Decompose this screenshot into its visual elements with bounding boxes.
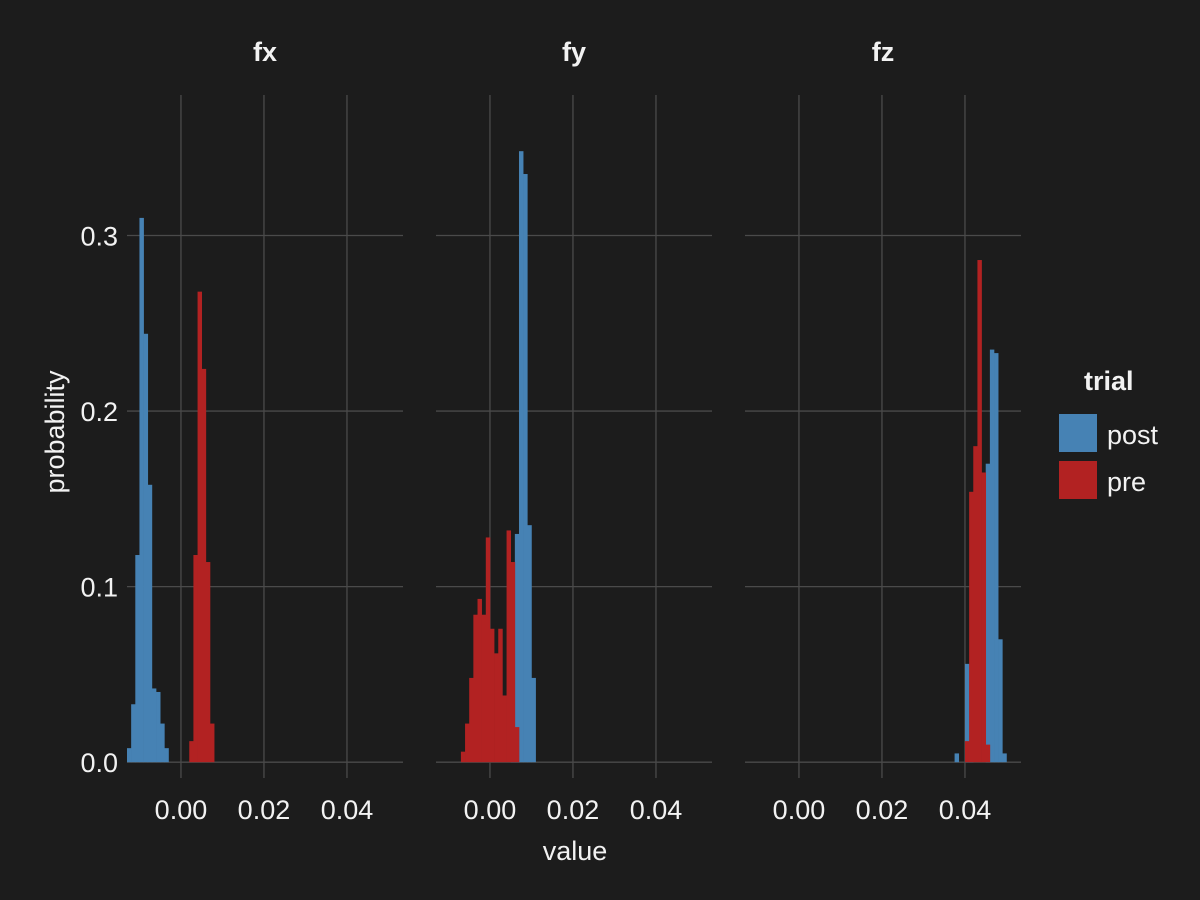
bar-fy-pre (481, 614, 487, 763)
bar-fx-post (151, 688, 157, 763)
bar-fz-post (964, 663, 970, 763)
bar-fx-post (160, 723, 165, 763)
bar-fx-post (135, 555, 140, 763)
bar-fy-pre (460, 751, 466, 763)
bar-fy-pre (473, 614, 478, 763)
bar-fz-pre (985, 744, 991, 763)
facet-fy: fy 0.00 0.02 0.04 (436, 37, 712, 825)
x-tick-label: 0.00 (773, 795, 826, 825)
bar-fx-post (156, 691, 161, 763)
bar-fy-pre (465, 723, 470, 763)
y-tick-label: 0.1 (80, 573, 118, 603)
facet-title-fz: fz (872, 37, 895, 67)
x-tick-label: 0.02 (238, 795, 291, 825)
x-tick-label: 0.00 (155, 795, 208, 825)
bar-fy-post (519, 151, 524, 763)
facet-fz: fz 0.00 0.02 0.04 (745, 37, 1021, 825)
y-tick-label: 0.2 (80, 397, 118, 427)
bar-fy-post (514, 533, 520, 763)
bar-fy-post (523, 174, 528, 763)
bar-fx-post (143, 333, 149, 763)
x-tick-label: 0.04 (939, 795, 992, 825)
bar-fy-post (531, 677, 536, 763)
bar-fx-post (147, 484, 153, 763)
bar-fz-pre (964, 741, 970, 763)
bar-fy-pre (514, 727, 520, 763)
x-tick-label: 0.00 (464, 795, 517, 825)
x-tick-label: 0.02 (856, 795, 909, 825)
bar-fy-pre (489, 628, 495, 763)
bar-fy-pre (477, 598, 482, 763)
y-axis-title: probability (40, 370, 70, 494)
bar-fz-pre (981, 472, 987, 763)
facet-title-fx: fx (253, 37, 277, 67)
bar-fz-pre (977, 260, 982, 763)
y-axis: 0.0 0.1 0.2 0.3 (80, 221, 118, 778)
legend-label-post: post (1107, 420, 1159, 450)
legend-label-pre: pre (1107, 467, 1146, 497)
bar-fx-pre (205, 562, 211, 763)
x-axis-title: value (543, 836, 608, 866)
bar-fx-post (164, 748, 169, 763)
bar-fy-pre (510, 562, 516, 763)
y-tick-label: 0.3 (80, 221, 118, 251)
bar-fy-pre (469, 677, 474, 763)
facet-panels: fx 0.00 0.02 0.04 fy 0.00 0.02 0.04 fz 0.00 0.02 0.… (127, 37, 1021, 825)
legend-key-post (1059, 414, 1097, 452)
bar-fx-post (139, 217, 144, 763)
x-tick-label: 0.04 (630, 795, 683, 825)
y-tick-label: 0.0 (80, 748, 118, 778)
bar-fz-post (994, 353, 999, 763)
bar-fx-pre (201, 368, 207, 763)
bar-fx-pre (193, 555, 198, 763)
bar-fz-post (998, 639, 1003, 763)
bar-fx-pre (189, 741, 194, 763)
x-tick-label: 0.04 (321, 795, 374, 825)
x-tick-label: 0.02 (547, 795, 600, 825)
facet-title-fy: fy (562, 37, 586, 67)
bar-fx-post (127, 748, 132, 763)
bar-fx-post (131, 704, 136, 763)
bar-fy-pre (494, 653, 499, 763)
bar-fz-pre (969, 491, 974, 763)
bar-fz-post (985, 463, 991, 763)
bar-fx-pre (197, 291, 203, 763)
bar-fx-pre (210, 723, 215, 763)
bar-fz-pre (973, 446, 978, 763)
legend-key-pre (1059, 461, 1097, 499)
facet-fx: fx 0.00 0.02 0.04 (127, 37, 403, 825)
bar-fy-pre (506, 530, 512, 763)
legend: trial post pre (1059, 366, 1159, 499)
bar-fy-pre (498, 628, 503, 763)
bar-fy-post (527, 525, 532, 763)
bar-fy-pre (502, 695, 507, 763)
bar-fz-post (954, 753, 960, 763)
legend-title: trial (1084, 366, 1134, 396)
bar-fy-pre (485, 537, 491, 763)
bar-fz-post (1002, 753, 1007, 763)
bar-fz-post (989, 349, 995, 763)
